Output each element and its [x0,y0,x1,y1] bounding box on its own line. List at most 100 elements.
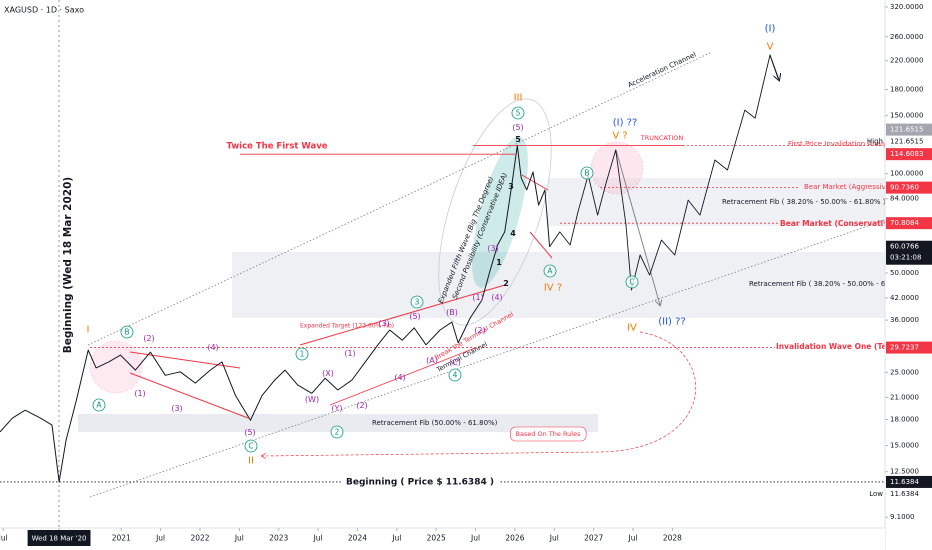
x-tick-label: 2026 [505,534,524,543]
x-tick-label: Jul [155,534,165,543]
y-tick-label: 15.0000 [890,442,919,450]
wave-label: II [248,456,254,467]
y-tick-label: 150.0000 [890,112,923,120]
annotation: Bear Market (Aggressive Idea) [804,183,910,191]
wave-label: (1) [134,389,145,398]
wave-label: A [547,267,553,276]
time-axis [0,528,885,550]
y-tick-label: 9.1000 [890,513,915,521]
low-label: Low [869,490,883,498]
wave-label: A [96,401,102,410]
y-tick-label: 36.0000 [890,316,919,324]
wave-circle [580,166,594,180]
price-tag [886,123,932,136]
x-tick-label: 2024 [348,534,367,543]
x-tick-label: Wed 18 Mar '20 [32,535,87,543]
annotation: Expanded Target (123.60% Fib) [300,323,394,330]
wave-label: 1 [300,350,305,359]
wave-label: 1 [496,258,502,267]
wave-label: 5 [515,135,521,144]
y-tick-label: 42.0000 [890,294,919,302]
x-tick-label: 2028 [663,534,682,543]
high-label: High [867,138,883,146]
projection-arrow [615,149,660,305]
wave-circle [244,439,258,453]
wave-label: V [767,42,774,53]
wedge-line [529,231,553,259]
wave-label: 2 [335,428,340,437]
wave-label: (1) [472,293,483,302]
wave-label: 3 [508,182,514,191]
annotation: TRUNCATION [640,134,684,142]
x-tick-label: Jul [0,534,8,543]
wave-label: C [629,278,634,287]
channel-line [89,219,885,498]
annotation: First Price Invalidation Analysis ($ 918… [788,140,926,148]
wave-label: B [124,328,129,337]
wave-ellipse [438,98,552,326]
price-tag [886,181,932,194]
annotation: Beginning (Wed 18 Mar 2020) [62,177,74,353]
wave-circle [410,295,424,309]
wave-circle [330,425,344,439]
wave-circle [448,368,462,382]
price-tag-label: 29.7237 [890,344,919,352]
wave-label: (3) [487,244,498,253]
low-price: 11.6384 [890,490,919,498]
wave-label: (5) [409,312,420,321]
price-tag-label: 70.8084 [890,219,919,227]
wave-label: (I) [765,24,776,35]
wave-label: V ? [612,131,627,142]
wave-label: (5) [512,123,523,132]
highlight-circle [590,141,644,195]
x-tick-label: 2025 [427,534,446,543]
annotation: Twice The First Wave [226,142,327,152]
wave-label: IV [627,323,637,334]
x-tick-label: Jul [628,534,638,543]
price-tag [886,341,932,354]
wave-label: (5) [244,428,255,437]
wave-label: IV ? [544,283,562,294]
y-tick-label: 260.0000 [890,33,923,41]
projection-line [549,54,779,291]
wave-label: 5 [516,109,521,118]
wave-label: (W) [305,395,319,404]
price-tag-label: 60.0766 [890,243,919,251]
annotation: Retracement Fib (50.00% - 61.80%) [372,419,498,427]
wave-label: (2) [143,334,154,343]
price-tag-label: 114.6083 [890,150,923,158]
wedge-line [129,372,249,419]
wave-circle [295,347,309,361]
price-tag [886,475,932,488]
y-tick-label: 220.0000 [890,57,923,65]
wave-label: I [87,325,90,336]
wave-label: (II) ?? [658,317,686,328]
price-axis [885,0,932,550]
fib-zone [232,252,885,318]
annotation: Retracement Fib ( 38.20% - 50.00% - 61.8… [722,198,886,206]
wave-circle [511,106,525,120]
note-box [510,426,587,442]
y-tick-label: 21.0000 [890,393,919,401]
wave-label: III [514,93,523,104]
x-tick-label: Jul [313,534,323,543]
wave-label: (2) [474,326,485,335]
price-tag-label: 90.7360 [890,184,919,192]
price-tag [886,240,932,265]
wave-label: C [248,442,253,451]
wave-label: (3) [171,404,182,413]
wave-label: B [584,169,589,178]
x-tick-label: Jul [549,534,559,543]
fib-zone [78,414,598,432]
x-tick-label: Jul [391,534,401,543]
x-tick-label: 2027 [584,534,603,543]
x-tick-label: Jul [234,534,244,543]
y-tick-label: 50.0000 [890,269,919,277]
wave-circle [120,325,134,339]
price-tag-label: 121.6515 [890,126,923,134]
wave-label: (B) [446,308,458,317]
price-line [0,145,551,483]
y-tick-label: 12.5000 [890,468,919,476]
